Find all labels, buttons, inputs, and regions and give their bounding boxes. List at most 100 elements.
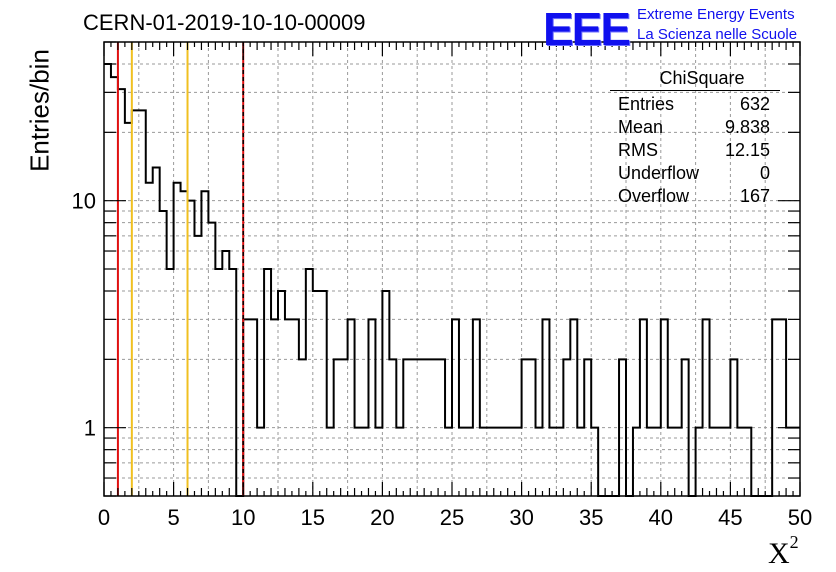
histogram-bin	[160, 211, 167, 496]
histogram-bin	[737, 428, 744, 496]
x-tick-label: 15	[301, 505, 325, 530]
histogram-bin	[501, 428, 508, 496]
histogram-bin	[174, 183, 181, 496]
stats-value: 12.15	[724, 140, 770, 160]
histogram-bin	[222, 251, 229, 496]
histogram-bin	[362, 428, 369, 496]
histogram-line	[104, 62, 800, 497]
stats-label: Overflow	[618, 186, 690, 206]
histogram-bin	[243, 319, 250, 496]
histogram-bin	[139, 110, 146, 496]
logo-line-2: La Scienza nelle Scuole	[637, 26, 798, 43]
histogram-bin	[619, 359, 626, 496]
histogram-bin	[194, 236, 201, 496]
histogram-bin	[208, 223, 215, 496]
histogram-bin	[368, 319, 375, 496]
histogram-bin	[375, 428, 382, 496]
stats-value: 632	[739, 94, 770, 114]
histogram-bin	[167, 269, 174, 496]
histogram-bin	[522, 359, 529, 496]
histogram-bin	[730, 359, 737, 496]
x-tick-label: 45	[718, 505, 742, 530]
histogram-bin	[410, 359, 417, 496]
x-tick-label: 25	[440, 505, 464, 530]
histogram-bin	[341, 359, 348, 496]
histogram-bin	[536, 428, 543, 496]
histogram-bin	[675, 428, 682, 496]
histogram-bin	[459, 428, 466, 496]
x-tick-label: 40	[649, 505, 673, 530]
histogram-bin	[591, 428, 598, 496]
histogram-bin	[250, 319, 257, 496]
histogram-bin	[132, 110, 139, 496]
histogram-bin	[104, 64, 111, 496]
x-tick-label: 0	[98, 505, 110, 530]
histogram-bin	[188, 201, 195, 496]
stats-value: 167	[739, 186, 770, 206]
histogram-bin	[320, 291, 327, 496]
histogram-bin	[542, 319, 549, 496]
histogram-bin	[696, 428, 703, 496]
histogram-bin	[661, 319, 668, 496]
histogram-bin	[487, 428, 494, 496]
histogram-bin	[125, 123, 132, 496]
histogram-bin	[348, 319, 355, 496]
histogram-bin	[403, 359, 410, 496]
histogram-bin	[292, 319, 299, 496]
histogram-bin	[466, 428, 473, 496]
histogram-bin	[549, 428, 556, 496]
histogram-bin	[299, 359, 306, 496]
histogram-bin	[389, 359, 396, 496]
eee-logo: EEE	[543, 3, 631, 55]
histogram-bin	[118, 89, 125, 496]
histogram-bin	[494, 428, 501, 496]
histogram-bin	[508, 428, 515, 496]
x-tick-label: 10	[231, 505, 255, 530]
x-tick-label: 30	[509, 505, 533, 530]
histogram-bin	[556, 428, 563, 496]
x-axis-label: X2	[768, 532, 799, 570]
histogram-bin	[438, 359, 445, 496]
stats-title: ChiSquare	[610, 68, 780, 91]
histogram-bin	[264, 269, 271, 496]
histogram-bin	[682, 359, 689, 496]
histogram-bin	[515, 428, 522, 496]
histogram-bin	[396, 428, 403, 496]
histogram-bin	[563, 359, 570, 496]
histogram-bin	[529, 359, 536, 496]
y-axis-label: Entries/bin	[24, 49, 55, 172]
stats-value: 0	[759, 163, 770, 183]
histogram-bin	[647, 428, 654, 496]
stats-label: RMS	[618, 140, 658, 160]
histogram-bin	[417, 359, 424, 496]
stats-label: Entries	[618, 94, 675, 114]
histogram-bin	[473, 319, 480, 496]
histogram-bin	[181, 191, 188, 496]
histogram-bin	[772, 319, 779, 496]
histogram-bin	[271, 319, 278, 496]
histogram-bin	[306, 269, 313, 496]
histogram-bin	[570, 319, 577, 496]
stats-box: ChiSquare Entries 632 Mean 9.838 RMS 12.…	[610, 68, 780, 208]
x-tick-label: 20	[370, 505, 394, 530]
x-tick-label: 50	[788, 505, 812, 530]
histogram-bin	[431, 359, 438, 496]
logo-line-1: Extreme Energy Events	[637, 6, 795, 23]
y-tick-label: 10	[72, 189, 96, 214]
histogram-bin	[779, 319, 786, 496]
histogram-bin	[334, 359, 341, 496]
histogram-bin	[640, 319, 647, 496]
x-tick-label: 5	[167, 505, 179, 530]
histogram-bin	[577, 428, 584, 496]
histogram-bin	[424, 359, 431, 496]
stats-row-entries: Entries 632	[610, 93, 780, 116]
histogram-bin	[111, 77, 118, 496]
y-tick-label: 1	[84, 416, 96, 441]
histogram-bin	[723, 428, 730, 496]
stats-row-underflow: Underflow 0	[610, 162, 780, 185]
histogram-bin	[355, 428, 362, 496]
histogram-bin	[201, 191, 208, 496]
x-tick-label: 35	[579, 505, 603, 530]
stats-row-overflow: Overflow 167	[610, 185, 780, 208]
